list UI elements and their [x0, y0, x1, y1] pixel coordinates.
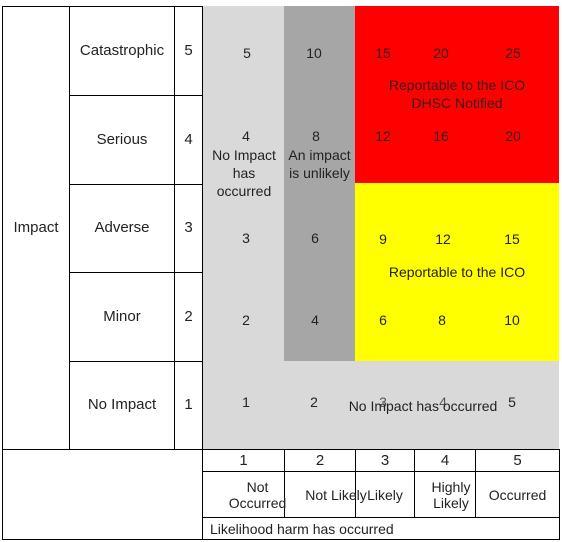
impact-row-name: Minor [103, 307, 141, 325]
zone-label-no-impact-row: No Impact has occurred [348, 398, 498, 414]
matrix-bottom-line [2, 449, 559, 450]
zone-label-no-impact: No Impact has occurred [212, 147, 276, 199]
outer-border-bottom [2, 539, 559, 540]
axis-score-divider [203, 471, 559, 472]
matrix-cell-value: 20 [433, 45, 449, 61]
matrix-cell-value: 3 [242, 230, 250, 246]
impact-row-name: Adverse [94, 219, 150, 236]
matrix-cell-value: 20 [505, 128, 521, 144]
likelihood-score: 4 [440, 451, 450, 469]
matrix-cell-value: 16 [433, 128, 449, 144]
matrix-cell-value: 4 [439, 394, 447, 410]
matrix-cell-value: 15 [504, 231, 520, 247]
region-impact-unlikely [284, 6, 355, 361]
impact-row-score: 1 [184, 396, 193, 413]
impact-axis-label: Impact [13, 218, 59, 236]
likelihood-score: 1 [239, 451, 248, 469]
impact-row-score: 4 [184, 130, 193, 148]
row-divider-1 [69, 95, 203, 96]
matrix-cell-value: 5 [243, 45, 251, 61]
axis-col-line-4 [475, 449, 476, 517]
outer-border-left [2, 6, 3, 540]
likelihood-axis-caption: Likelihood harm has occurred [210, 521, 394, 537]
matrix-cell-value: 4 [242, 128, 250, 144]
axis-col-line-3 [414, 449, 415, 517]
zone-label-impact-unlikely: An impact is unlikely [288, 147, 351, 181]
impact-row-name: Catastrophic [79, 41, 165, 59]
matrix-cell-value: 1 [242, 394, 250, 410]
matrix-cell-value: 4 [311, 312, 319, 328]
matrix-cell-value: 12 [435, 231, 451, 247]
zone-label-reportable-ico: Reportable to the ICO [388, 264, 526, 280]
likelihood-label: Not Likely [305, 486, 367, 503]
likelihood-score: 2 [315, 451, 325, 469]
matrix-cell-value: 6 [379, 312, 387, 328]
impact-row-score: 2 [184, 307, 193, 325]
region-reportable-dhsc [355, 6, 559, 183]
axis-col-line-left [202, 449, 203, 539]
matrix-cell-value: 6 [311, 230, 319, 246]
matrix-cell-value: 8 [312, 128, 320, 144]
matrix-cell-value: 10 [306, 45, 322, 61]
row-divider-4 [69, 361, 203, 362]
likelihood-score: 5 [513, 451, 522, 469]
likelihood-score: 3 [380, 451, 390, 469]
divider-impact-col [69, 6, 70, 449]
impact-row-score: 5 [184, 41, 193, 59]
matrix-cell-value: 2 [310, 394, 318, 410]
axis-col-line-1 [284, 449, 285, 517]
matrix-cell-value: 9 [379, 231, 387, 247]
matrix-cell-value: 12 [375, 128, 391, 144]
divider-score-col [202, 6, 203, 449]
matrix-cell-value: 15 [375, 45, 391, 61]
impact-row-name: No Impact [87, 396, 157, 413]
matrix-cell-value: 3 [379, 394, 387, 410]
region-reportable-ico [355, 183, 559, 361]
likelihood-label: Occurred [488, 486, 547, 503]
matrix-cell-value: 5 [508, 394, 516, 410]
outer-border-top [2, 6, 203, 7]
matrix-cell-value: 8 [438, 312, 446, 328]
row-divider-2 [69, 184, 203, 185]
divider-name-col [174, 6, 175, 449]
matrix-cell-value: 2 [242, 312, 250, 328]
zone-label-reportable-dhsc-line1: Reportable to the ICO [388, 77, 526, 93]
outer-border-right [559, 449, 560, 540]
zone-label-reportable-dhsc: Reportable to the ICO DHSC Notified [360, 76, 554, 112]
matrix-cell-value: 10 [504, 312, 520, 328]
axis-label-divider [203, 517, 559, 518]
likelihood-label: Highly Likely [431, 478, 471, 511]
matrix-cell-value: 25 [505, 45, 521, 61]
axis-col-line-2 [355, 449, 356, 517]
likelihood-label: Not Occurred [228, 478, 287, 511]
impact-row-score: 3 [184, 219, 193, 236]
row-divider-3 [69, 272, 203, 273]
impact-row-name: Serious [96, 130, 148, 148]
likelihood-label: Likely [367, 486, 403, 503]
zone-label-reportable-dhsc-line2: DHSC Notified [411, 95, 503, 111]
